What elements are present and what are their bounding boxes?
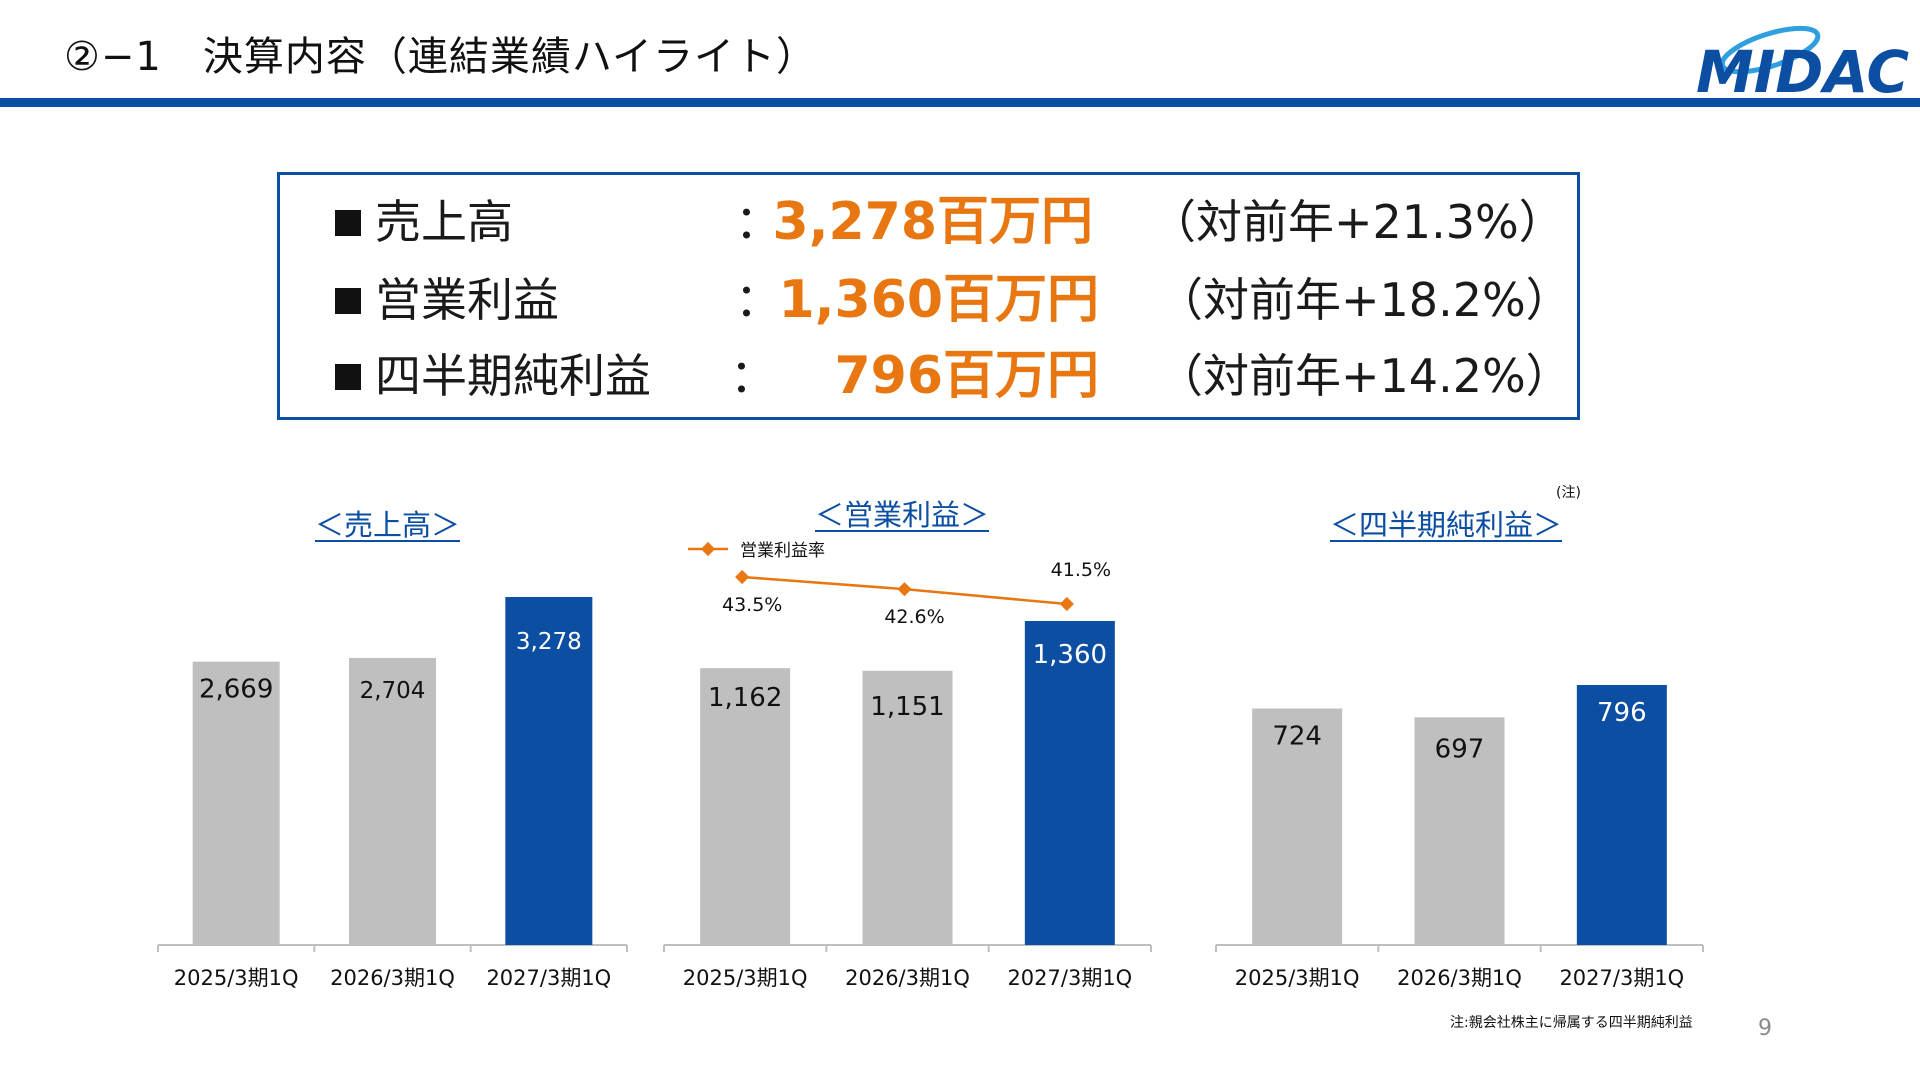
line-data-label: 41.5% — [1051, 559, 1111, 581]
legend-label: 営業利益率 — [740, 541, 825, 561]
page-number: 9 — [1758, 1016, 1772, 1041]
data-label: 796 — [1597, 698, 1647, 728]
bar — [505, 597, 593, 945]
data-label: 697 — [1435, 734, 1485, 764]
data-label: 2,669 — [199, 675, 273, 705]
bar — [1576, 685, 1667, 945]
legend-marker-icon — [700, 541, 716, 557]
data-label: 3,278 — [516, 629, 582, 655]
summary-label: 四半期純利益 — [375, 349, 651, 403]
line-point-marker — [1059, 596, 1074, 612]
summary-label: 営業利益 — [375, 273, 559, 327]
summary-colon: ： — [730, 349, 776, 403]
square-bullet-icon — [335, 288, 361, 314]
bar — [1252, 708, 1343, 945]
category-label: 2027/3期1Q — [486, 966, 611, 990]
chart-title-sales: ＜売上高＞ — [315, 508, 461, 542]
square-bullet-icon — [335, 364, 361, 390]
category-label: 2026/3期1Q — [330, 966, 455, 990]
summary-row: 売上高 ： 3,278百万円 （対前年+21.3%） — [335, 187, 1565, 257]
data-label: 724 — [1272, 722, 1322, 752]
summary-value: 3,278百万円 — [772, 192, 1093, 252]
page-title: ②−1 決算内容（連結業績ハイライト） — [64, 34, 818, 80]
bar — [349, 657, 436, 945]
line-point-marker — [735, 569, 750, 585]
chart-title-operating-profit: ＜営業利益＞ — [815, 498, 990, 532]
chart-title-note: (注) — [1556, 485, 1581, 501]
summary-value: 796百万円 — [834, 346, 1099, 406]
bar — [862, 670, 953, 945]
category-label: 2026/3期1Q — [1397, 966, 1522, 990]
summary-value: 1,360百万円 — [778, 270, 1099, 330]
logo-text: MIDAC — [1696, 38, 1909, 100]
summary-label: 売上高 — [375, 195, 513, 249]
line-data-label: 43.5% — [722, 594, 782, 616]
summary-colon: ： — [735, 195, 781, 249]
data-label: 1,151 — [870, 692, 944, 722]
summary-row: 四半期純利益 ： 796百万円 （対前年+14.2%） — [335, 341, 1572, 411]
footnote: 注:親会社株主に帰属する四半期純利益 — [1450, 1015, 1693, 1031]
company-logo: MIDAC — [1696, 25, 1909, 100]
bar — [1414, 717, 1505, 945]
category-label: 2025/3期1Q — [174, 966, 299, 990]
line-point-marker — [897, 582, 912, 597]
line-data-label: 42.6% — [884, 606, 944, 628]
summary-note: （対前年+21.3%） — [1150, 195, 1565, 249]
category-label: 2027/3期1Q — [1559, 966, 1684, 990]
bar — [1024, 621, 1115, 945]
bar — [700, 668, 791, 945]
header-divider — [0, 98, 1920, 107]
bar — [192, 661, 280, 945]
data-label: 1,162 — [708, 683, 782, 713]
category-label: 2027/3期1Q — [1007, 966, 1132, 990]
category-label: 2025/3期1Q — [1235, 966, 1360, 990]
square-bullet-icon — [335, 210, 361, 236]
summary-colon: ： — [735, 273, 781, 327]
chart-title-net-profit: ＜四半期純利益＞ — [1330, 508, 1563, 542]
summary-note: （対前年+18.2%） — [1157, 273, 1572, 327]
summary-row: 営業利益 ： 1,360百万円 （対前年+18.2%） — [335, 265, 1572, 335]
category-label: 2026/3期1Q — [845, 966, 970, 990]
data-label: 1,360 — [1033, 640, 1107, 670]
category-label: 2025/3期1Q — [683, 966, 808, 990]
summary-note: （対前年+14.2%） — [1157, 349, 1572, 403]
data-label: 2,704 — [360, 678, 426, 704]
summary-box: 売上高 ： 3,278百万円 （対前年+21.3%） 営業利益 ： 1,360百… — [277, 172, 1580, 420]
